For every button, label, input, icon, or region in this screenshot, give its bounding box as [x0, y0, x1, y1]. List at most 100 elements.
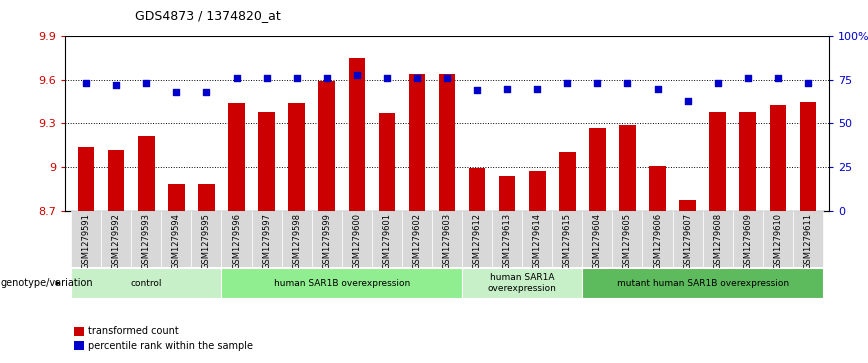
Text: GSM1279599: GSM1279599: [322, 213, 332, 269]
Bar: [192, 211, 221, 267]
Bar: [71, 269, 221, 298]
Text: GSM1279606: GSM1279606: [653, 213, 662, 269]
Bar: [770, 105, 786, 211]
Text: GSM1279601: GSM1279601: [383, 213, 391, 269]
Bar: [680, 200, 696, 211]
Point: [169, 89, 183, 95]
Bar: [492, 211, 523, 267]
Bar: [432, 211, 462, 267]
Bar: [582, 211, 613, 267]
Bar: [709, 112, 726, 211]
Bar: [642, 211, 673, 267]
Bar: [252, 211, 281, 267]
Text: mutant human SAR1B overexpression: mutant human SAR1B overexpression: [616, 279, 789, 287]
Text: GSM1279611: GSM1279611: [804, 213, 812, 269]
Bar: [108, 150, 124, 211]
Text: human SAR1A
overexpression: human SAR1A overexpression: [488, 273, 556, 293]
Bar: [529, 171, 545, 211]
Point: [651, 86, 665, 91]
Text: GSM1279607: GSM1279607: [683, 213, 692, 269]
Text: GSM1279594: GSM1279594: [172, 213, 181, 269]
Text: GSM1279591: GSM1279591: [82, 213, 90, 269]
Bar: [372, 211, 402, 267]
Point: [561, 81, 575, 86]
Bar: [462, 269, 582, 298]
Bar: [649, 166, 666, 211]
Bar: [582, 269, 823, 298]
Bar: [499, 176, 516, 211]
Point: [711, 81, 725, 86]
Bar: [552, 211, 582, 267]
Point: [380, 75, 394, 81]
Bar: [523, 211, 552, 267]
Bar: [559, 152, 575, 211]
Text: GSM1279603: GSM1279603: [443, 213, 451, 269]
Text: GSM1279593: GSM1279593: [141, 213, 151, 269]
Bar: [378, 113, 395, 211]
Bar: [462, 211, 492, 267]
Bar: [138, 136, 155, 211]
Bar: [319, 81, 335, 211]
Text: percentile rank within the sample: percentile rank within the sample: [88, 341, 253, 351]
Text: GSM1279613: GSM1279613: [503, 213, 511, 269]
Text: GSM1279609: GSM1279609: [743, 213, 753, 269]
Bar: [102, 211, 131, 267]
Point: [470, 87, 484, 93]
Bar: [259, 112, 275, 211]
Bar: [589, 128, 606, 211]
Point: [260, 75, 273, 81]
Bar: [312, 211, 342, 267]
Text: GSM1279614: GSM1279614: [533, 213, 542, 269]
Text: human SAR1B overexpression: human SAR1B overexpression: [273, 279, 410, 287]
Point: [410, 75, 424, 81]
Bar: [228, 103, 245, 211]
Point: [681, 98, 694, 104]
Text: GSM1279600: GSM1279600: [352, 213, 361, 269]
Bar: [131, 211, 161, 267]
Text: GSM1279592: GSM1279592: [112, 213, 121, 269]
Text: transformed count: transformed count: [88, 326, 179, 337]
Point: [319, 75, 333, 81]
Bar: [161, 211, 192, 267]
Point: [350, 72, 364, 78]
Text: GSM1279608: GSM1279608: [713, 213, 722, 269]
Bar: [673, 211, 702, 267]
Point: [109, 82, 123, 88]
Bar: [438, 74, 456, 211]
Point: [590, 81, 604, 86]
Bar: [402, 211, 432, 267]
Bar: [619, 125, 635, 211]
Point: [771, 75, 785, 81]
Text: GSM1279602: GSM1279602: [412, 213, 422, 269]
Bar: [221, 211, 252, 267]
Point: [79, 81, 93, 86]
Bar: [168, 184, 185, 211]
Text: GSM1279598: GSM1279598: [293, 213, 301, 269]
Bar: [799, 102, 816, 211]
Point: [801, 81, 815, 86]
Bar: [198, 184, 214, 211]
Bar: [409, 74, 425, 211]
Bar: [78, 147, 95, 211]
Text: genotype/variation: genotype/variation: [1, 278, 94, 288]
Bar: [288, 103, 305, 211]
Point: [500, 86, 514, 91]
Text: GSM1279596: GSM1279596: [232, 213, 241, 269]
Point: [621, 81, 635, 86]
Bar: [469, 168, 485, 211]
Text: GSM1279605: GSM1279605: [623, 213, 632, 269]
Point: [140, 81, 154, 86]
Point: [200, 89, 214, 95]
Text: GSM1279615: GSM1279615: [562, 213, 572, 269]
Bar: [740, 112, 756, 211]
Text: GSM1279612: GSM1279612: [472, 213, 482, 269]
Bar: [349, 58, 365, 211]
Bar: [702, 211, 733, 267]
Bar: [792, 211, 823, 267]
Text: control: control: [130, 279, 162, 287]
Point: [530, 86, 544, 91]
Point: [440, 75, 454, 81]
Text: GSM1279610: GSM1279610: [773, 213, 782, 269]
Text: GSM1279604: GSM1279604: [593, 213, 602, 269]
Bar: [221, 269, 462, 298]
